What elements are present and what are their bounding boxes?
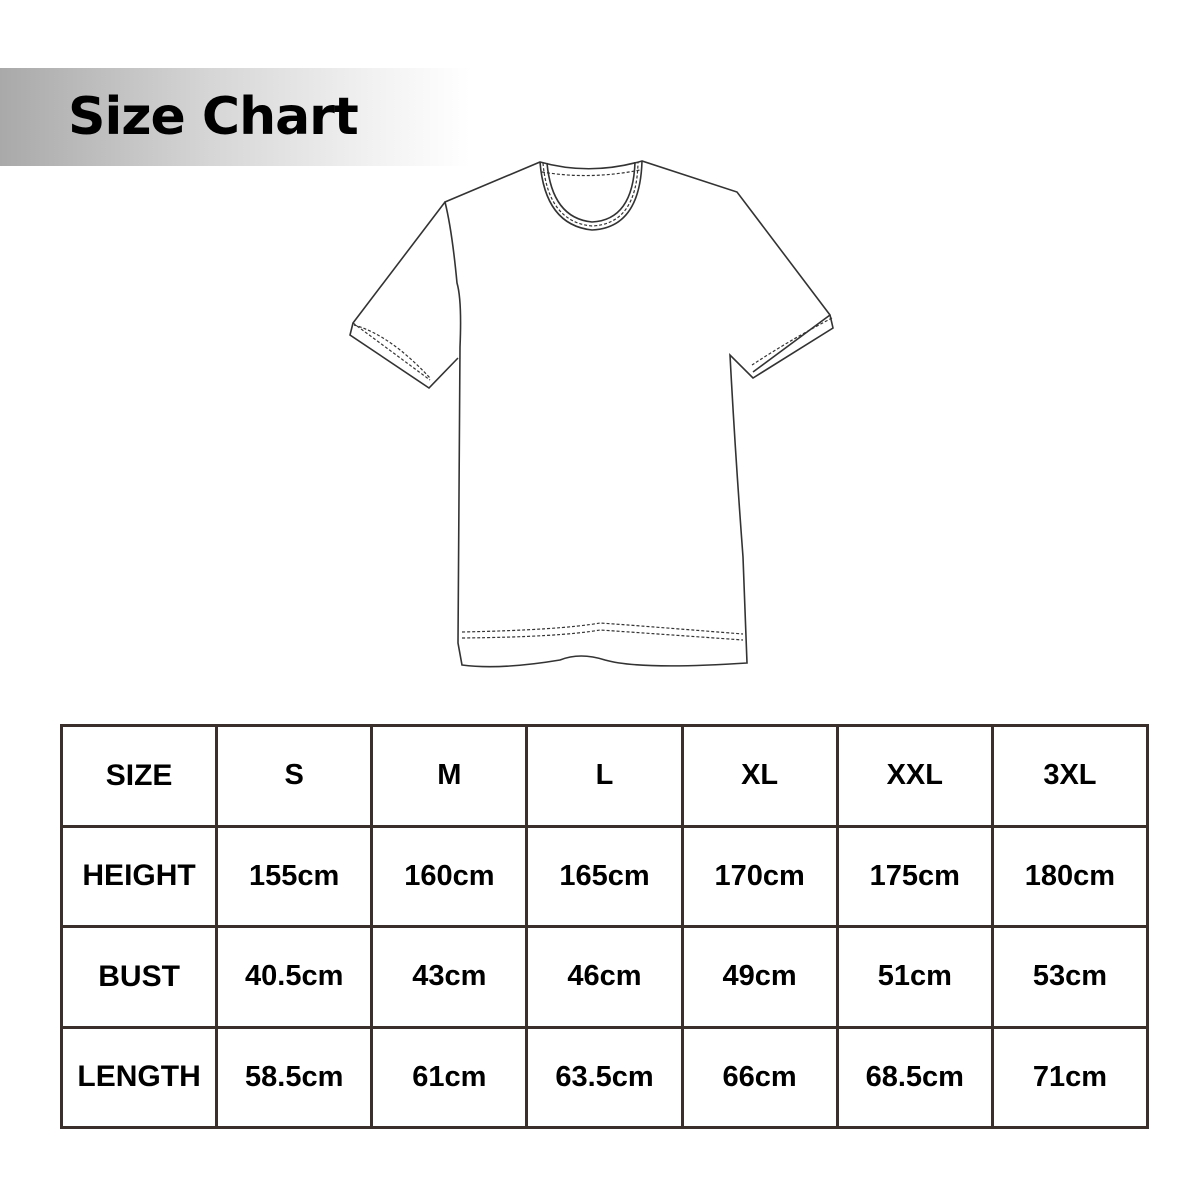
table-cell: 160cm: [370, 824, 529, 928]
table-cell: 53cm: [990, 925, 1150, 1029]
table-cell: 71cm: [990, 1025, 1150, 1129]
sleeve-right-stitch: [751, 317, 833, 366]
header-cell: L: [525, 724, 684, 828]
collar: [539, 160, 643, 231]
table-cell: 170cm: [680, 824, 839, 928]
header-cell: 3XL: [990, 724, 1150, 828]
title-banner: Size Chart: [0, 68, 470, 166]
table-cell: 43cm: [370, 925, 529, 1029]
table-cell: 68.5cm: [835, 1025, 994, 1129]
table-cell: 49cm: [680, 925, 839, 1029]
header-cell: XXL: [835, 724, 994, 828]
table-cell: 175cm: [835, 824, 994, 928]
table-cell: 155cm: [215, 824, 374, 928]
table-cell: 51cm: [835, 925, 994, 1029]
hem-stitch: [461, 622, 744, 641]
row-label: BUST: [59, 925, 219, 1029]
table-cell: 63.5cm: [525, 1025, 684, 1129]
table-cell: 61cm: [370, 1025, 529, 1129]
header-cell: XL: [680, 724, 839, 828]
table-header-row: SIZE S M L XL XXL 3XL: [59, 724, 1150, 828]
table-cell: 180cm: [990, 824, 1150, 928]
table-cell: 165cm: [525, 824, 684, 928]
collar-stitch: [541, 161, 641, 227]
table-cell: 66cm: [680, 1025, 839, 1129]
row-label: HEIGHT: [59, 824, 219, 928]
table-cell: 40.5cm: [215, 925, 374, 1029]
shirt-outline: [444, 160, 834, 668]
header-cell: M: [370, 724, 529, 828]
table-cell: 46cm: [525, 925, 684, 1029]
page-title: Size Chart: [68, 87, 359, 147]
size-table: SIZE S M L XL XXL 3XL HEIGHT 155cm 160cm…: [59, 724, 1150, 1129]
table-cell: 58.5cm: [215, 1025, 374, 1129]
table-row: LENGTH 58.5cm 61cm 63.5cm 66cm 68.5cm 71…: [59, 1025, 1150, 1129]
table-row: HEIGHT 155cm 160cm 165cm 170cm 175cm 180…: [59, 824, 1150, 928]
sleeve-left-stitch: [352, 322, 431, 381]
cuff-right: [752, 314, 831, 373]
table-row: BUST 40.5cm 43cm 46cm 49cm 51cm 53cm: [59, 925, 1150, 1029]
row-label: LENGTH: [59, 1025, 219, 1129]
t-shirt-illustration: [349, 160, 834, 668]
header-cell: S: [215, 724, 374, 828]
header-cell: SIZE: [59, 724, 219, 828]
shirt-sleeve-left: [349, 201, 459, 390]
